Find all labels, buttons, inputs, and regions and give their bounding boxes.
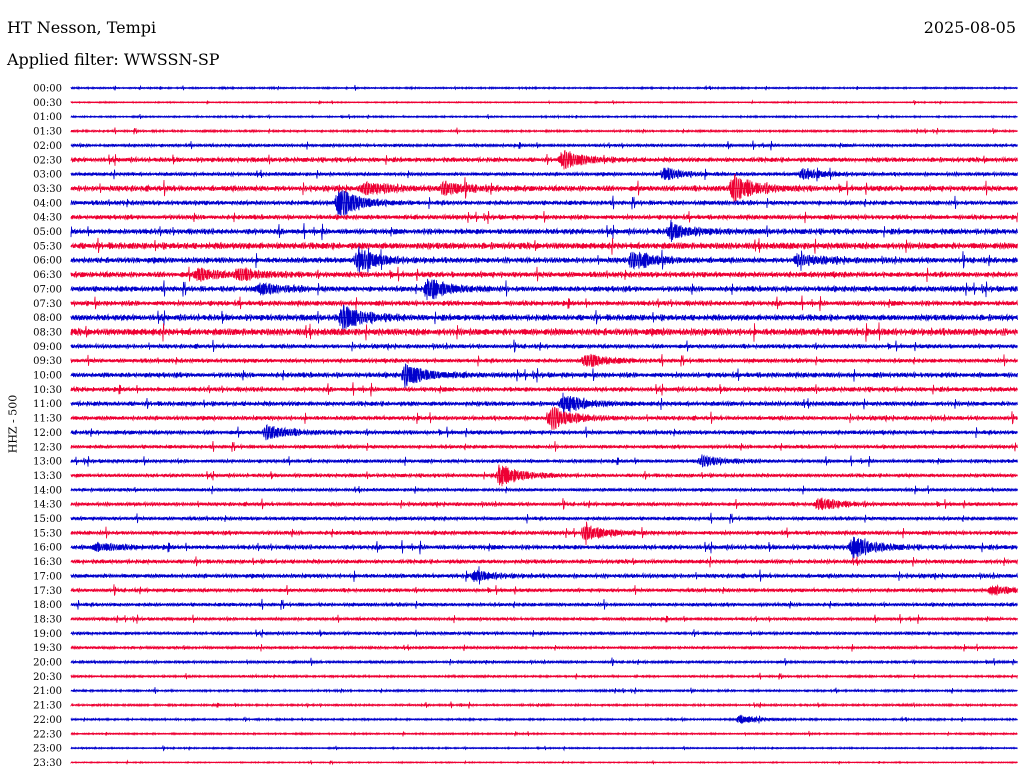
row-time-label: 09:30 [33, 356, 62, 367]
row-time-label: 07:00 [33, 284, 62, 295]
row-time-label: 10:30 [33, 385, 62, 396]
row-time-label: 21:00 [33, 686, 62, 697]
row-time-label: 13:00 [33, 457, 62, 468]
row-time-label: 20:30 [33, 672, 62, 683]
row-time-label: 14:00 [33, 485, 62, 496]
row-time-label: 18:30 [33, 614, 62, 625]
row-time-label: 11:00 [33, 399, 62, 410]
row-time-label: 15:00 [33, 514, 62, 525]
row-time-label: 10:00 [33, 371, 62, 382]
plot-date: 2025-08-05 [923, 18, 1016, 37]
row-time-label: 21:30 [33, 701, 62, 712]
row-time-label: 08:30 [33, 327, 62, 338]
row-time-label: 00:30 [33, 98, 62, 109]
row-time-label: 05:30 [33, 241, 62, 252]
row-time-label: 06:00 [33, 256, 62, 267]
row-time-label: 14:30 [33, 500, 62, 511]
row-time-label: 03:30 [33, 184, 62, 195]
row-time-label: 22:00 [33, 715, 62, 726]
row-time-label: 17:00 [33, 571, 62, 582]
row-time-label: 11:30 [33, 414, 62, 425]
row-time-label: 15:30 [33, 528, 62, 539]
row-time-label: 17:30 [33, 586, 62, 597]
row-time-label: 08:00 [33, 313, 62, 324]
row-time-label: 09:00 [33, 342, 62, 353]
row-time-label: 01:30 [33, 127, 62, 138]
row-time-label: 01:00 [33, 112, 62, 123]
row-time-label: 04:00 [33, 198, 62, 209]
row-time-label: 06:30 [33, 270, 62, 281]
row-time-label: 12:00 [33, 428, 62, 439]
row-time-label: 20:00 [33, 658, 62, 669]
row-time-label: 03:00 [33, 170, 62, 181]
row-time-label: 16:00 [33, 543, 62, 554]
row-time-label: 12:30 [33, 442, 62, 453]
row-time-label: 23:00 [33, 744, 62, 755]
row-time-label: 00:00 [33, 84, 62, 95]
trace-row [70, 266, 1018, 283]
row-time-label: 13:30 [33, 471, 62, 482]
row-time-label: 04:30 [33, 213, 62, 224]
row-time-label: 18:00 [33, 600, 62, 611]
row-time-label: 07:30 [33, 299, 62, 310]
row-time-label: 23:30 [33, 758, 62, 769]
row-time-label: 02:00 [33, 141, 62, 152]
row-time-label: 02:30 [33, 155, 62, 166]
row-time-label: 19:30 [33, 643, 62, 654]
trace-row [70, 521, 1018, 546]
filter-label: Applied filter: WWSSN-SP [7, 50, 220, 69]
row-time-label: 16:30 [33, 557, 62, 568]
row-time-label: 22:30 [33, 729, 62, 740]
row-time-label: 19:00 [33, 629, 62, 640]
row-time-label: 05:00 [33, 227, 62, 238]
trace-row [70, 304, 1018, 332]
station-name: HT Nesson, Tempi [7, 18, 157, 37]
